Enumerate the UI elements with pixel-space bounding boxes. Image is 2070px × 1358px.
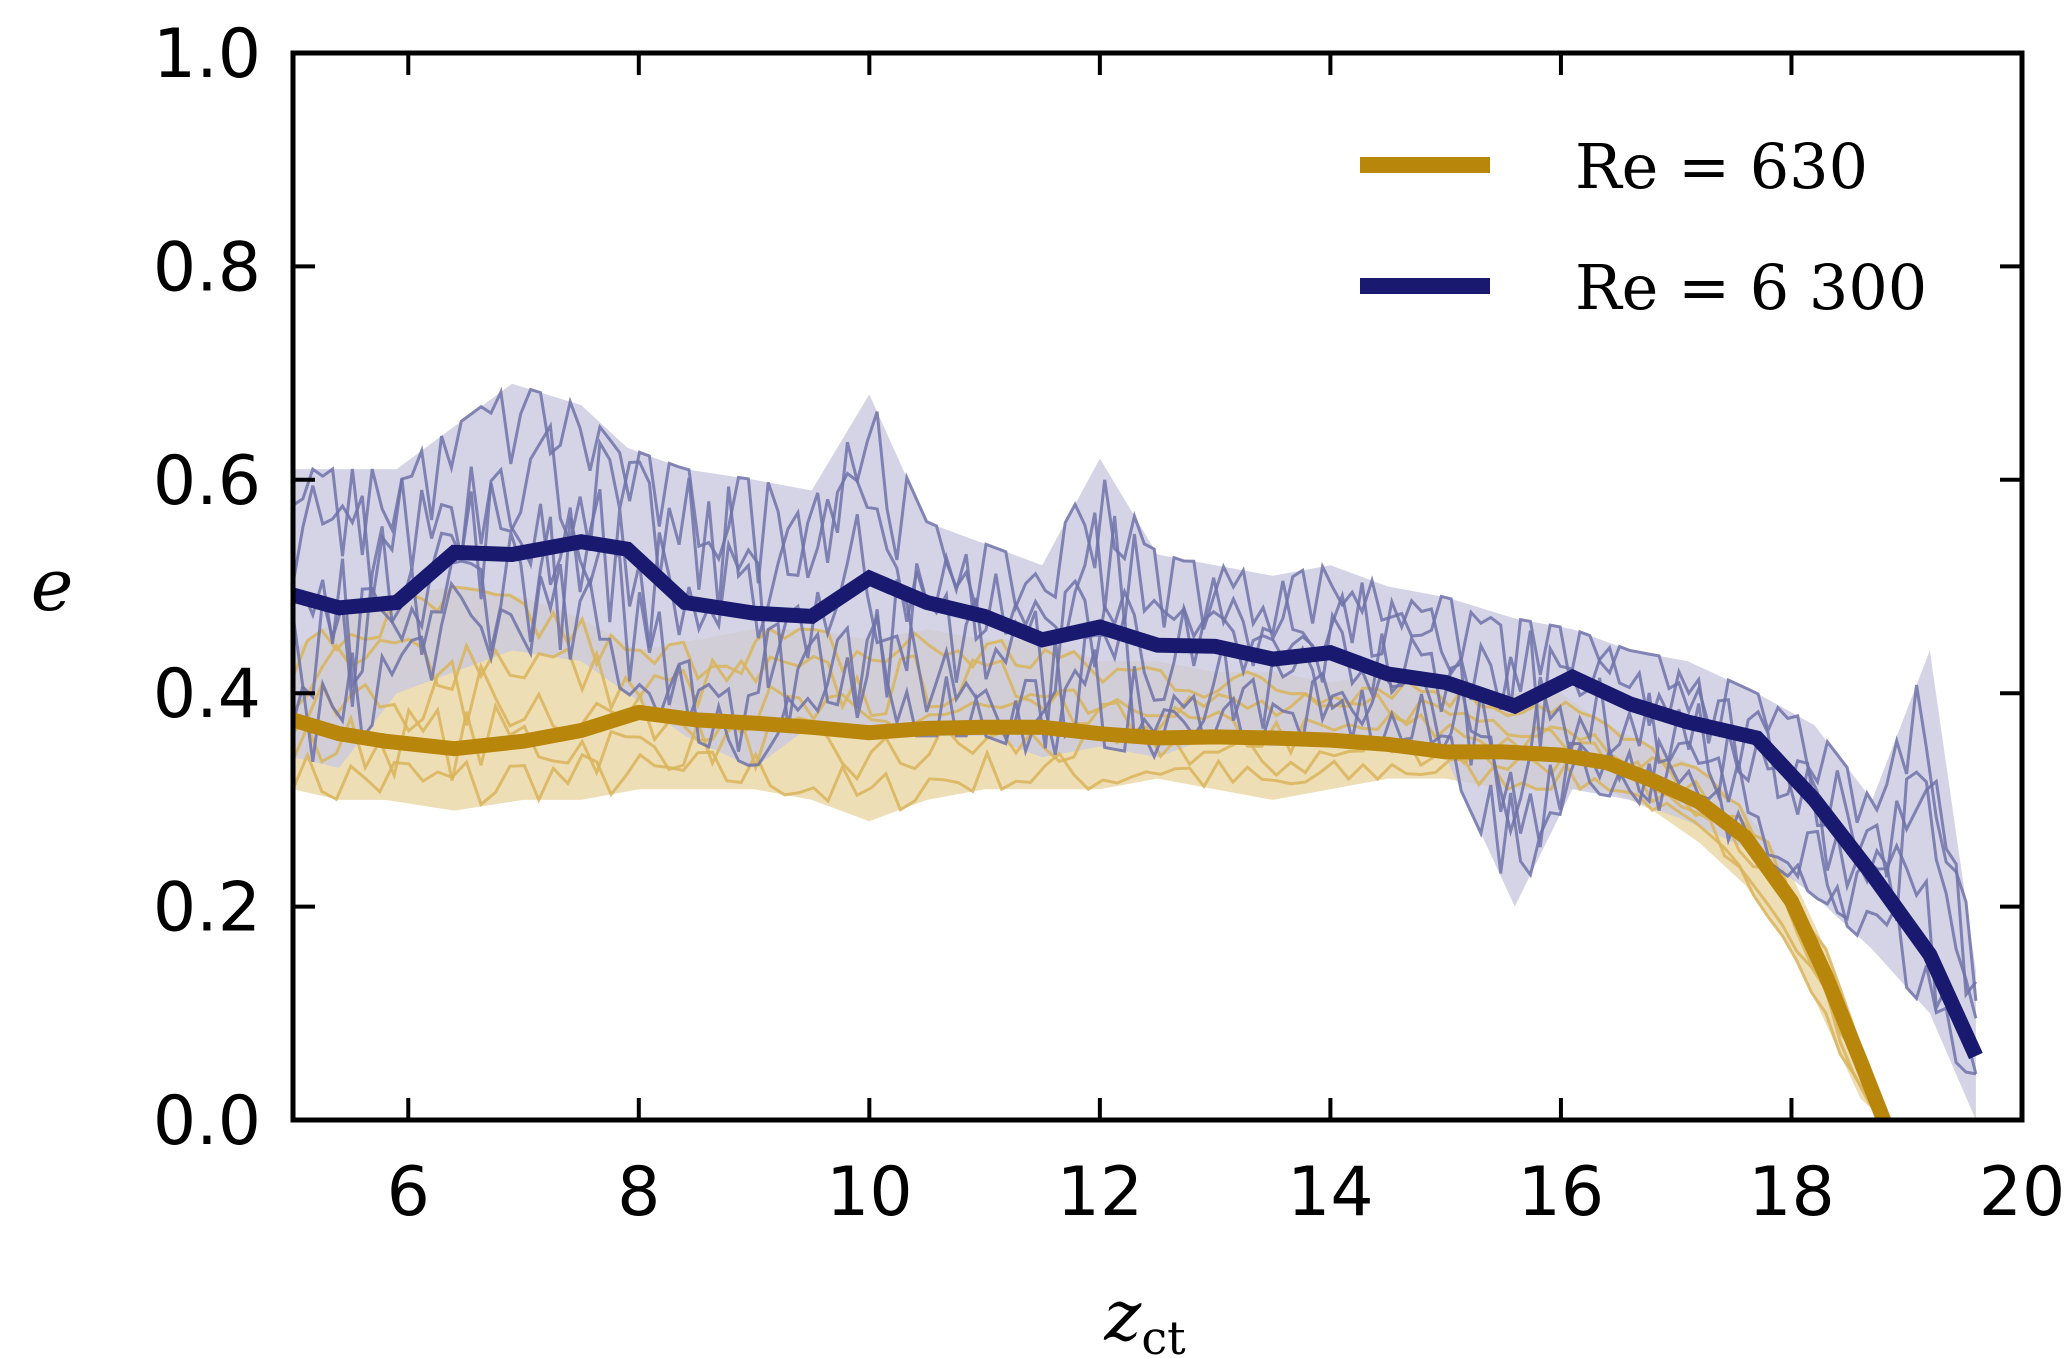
y-tick-label: 0.4 <box>153 655 261 734</box>
mean-line-1 <box>290 534 1983 1060</box>
plot-frame <box>290 50 2025 1123</box>
x-tick-label: 10 <box>826 1153 913 1232</box>
run-trace-1-4 <box>292 386 1978 1001</box>
y-tick-label: 0.6 <box>153 442 261 521</box>
x-tick-label: 8 <box>617 1153 660 1232</box>
y-tick-label: 0.2 <box>153 869 261 948</box>
legend: Re = 630 Re = 6 300 <box>1360 130 1927 324</box>
x-tick-label: 16 <box>1518 1153 1605 1232</box>
x-tick-label: 18 <box>1748 1153 1835 1232</box>
x-tick-labels: 6 8 10 12 14 16 18 20 <box>387 1153 2066 1232</box>
x-tick-label: 14 <box>1287 1153 1374 1232</box>
y-tick-label: 0.8 <box>153 228 261 307</box>
mean-lines <box>290 534 1983 1123</box>
y-axis-label: e <box>31 543 74 627</box>
run-trace-0-0 <box>291 748 1885 1120</box>
mean-line-0 <box>290 704 1891 1123</box>
y-tick-labels: 0.0 0.2 0.4 0.6 0.8 1.0 <box>153 15 261 1161</box>
x-tick-label: 20 <box>1979 1153 2066 1232</box>
run-trace-1-0 <box>291 563 1977 1076</box>
legend-label-re-630: Re = 630 <box>1575 130 1868 203</box>
x-tick-label: 12 <box>1057 1153 1144 1232</box>
x-tick-label: 6 <box>387 1153 430 1232</box>
y-tick-label: 1.0 <box>153 15 261 94</box>
legend-label-re-6300: Re = 6 300 <box>1575 251 1927 324</box>
axis-ticks <box>293 51 2024 1122</box>
x-axis-label: zct <box>1103 1275 1186 1358</box>
x-axis-label-sub: ct <box>1141 1311 1186 1358</box>
run-trace-1-3 <box>291 421 1978 999</box>
uncertainty-bands <box>293 383 1976 1120</box>
x-axis-label-main: z <box>1103 1275 1142 1357</box>
y-tick-label: 0.0 <box>153 1082 261 1161</box>
